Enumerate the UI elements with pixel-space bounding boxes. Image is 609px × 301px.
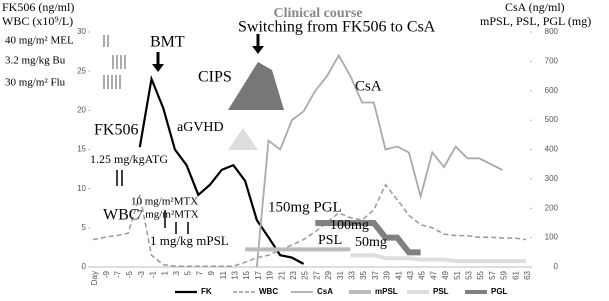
x-tick-label: 41: [394, 270, 403, 279]
legend-label: PGL: [491, 287, 508, 296]
annotation: aGVHD: [177, 120, 224, 135]
small-arrows: [116, 170, 189, 234]
legend-label: PSL: [433, 287, 449, 296]
annotation: 10 mg/m²MTX: [131, 196, 198, 208]
legend-label: mPSL: [375, 287, 398, 296]
y-tick-label: 5: [82, 223, 87, 232]
y2-label: mPSL, PSL, PGL (mg): [480, 14, 591, 28]
annotation: PSL: [318, 233, 342, 248]
cips-shape: [228, 62, 284, 110]
annotation: 1 mg/kg mPSL: [150, 233, 229, 248]
x-tick-label: -3: [137, 270, 146, 278]
annotation: Switching from FK506 to CsA: [238, 19, 436, 36]
annotation: FK506: [94, 122, 138, 139]
y2-tick-label: 700: [545, 56, 559, 65]
x-tick-label: 1: [160, 270, 169, 275]
annotation: 3.2 mg/kg Bu: [5, 55, 66, 67]
x-tick-label: 49: [441, 270, 450, 279]
annotation: BMT: [150, 34, 185, 51]
x-tick-label: -1: [149, 270, 158, 278]
annotation: WBC: [103, 207, 139, 224]
x-tick-label: 17: [254, 270, 263, 279]
x-tick-label: 59: [500, 270, 509, 279]
y2-tick-label: 600: [545, 86, 559, 95]
x-tick-label: 63: [523, 270, 532, 279]
y-tick-label: 30: [77, 27, 86, 36]
x-tick-label: 9: [207, 270, 216, 275]
series-line: [315, 219, 421, 256]
x-tick-label: 25: [301, 270, 310, 279]
y-label: WBC (x10⁹/L): [2, 14, 73, 28]
x-tick-label: 55: [476, 270, 485, 279]
chart-title: Clinical course: [273, 6, 362, 21]
x-tick-label: 39: [383, 270, 392, 279]
agvhd-shape: [228, 128, 258, 150]
x-tick-label: 7: [195, 270, 204, 275]
x-tick-label: Day: [90, 271, 99, 285]
y2-tick-label: 800: [545, 27, 559, 36]
x-tick-label: 47: [429, 270, 438, 279]
annotation: 7 mg/m²MTX: [137, 209, 199, 221]
y-tick-label: 15: [77, 145, 86, 154]
series-line: [255, 53, 503, 268]
x-tick-label: 19: [266, 270, 275, 279]
x-tick-label: 35: [359, 270, 368, 279]
x-tick-label: 51: [453, 270, 462, 279]
x-tick-label: 43: [406, 270, 415, 279]
x-tick-label: 21: [277, 270, 286, 279]
x-tick-label: 31: [336, 270, 345, 279]
x-tick-label: 37: [371, 270, 380, 279]
y2-tick-label: 500: [545, 115, 559, 124]
y2-label: CsA (ng/ml): [505, 0, 565, 14]
event-arrows: [156, 34, 260, 66]
y-label: FK506 (ng/ml): [2, 0, 74, 14]
y-tick-label: 10: [77, 184, 86, 193]
y2-tick-label: 100: [545, 233, 559, 242]
arrow-heads: [152, 46, 264, 72]
legend-label: CsA: [317, 287, 333, 296]
x-tick-label: -5: [125, 270, 134, 278]
annotation: CsA: [355, 78, 382, 94]
x-tick-label: -7: [114, 270, 123, 278]
conditioning-arrows: [103, 35, 126, 89]
annotation: CIPS: [198, 69, 232, 86]
x-tick-label: 57: [488, 270, 497, 279]
x-tick-label: 11: [219, 270, 228, 279]
legend-label: FK: [201, 287, 212, 296]
x-tick-label: 33: [348, 270, 357, 279]
annotation: 150mg PGL: [268, 199, 342, 215]
x-tick-label: 29: [324, 270, 333, 279]
y-tick-label: 0: [82, 262, 87, 271]
annotation: 50mg: [355, 235, 387, 250]
x-tick-label: 5: [184, 270, 193, 275]
y2-tick-label: 300: [545, 174, 559, 183]
y2-tick-label: 400: [545, 145, 559, 154]
x-tick-label: -9: [102, 270, 111, 278]
x-tick-label: 13: [231, 270, 240, 279]
x-tick-label: 61: [511, 270, 520, 279]
legend-label: WBC: [259, 287, 278, 296]
annotation: 100mg: [330, 218, 369, 233]
series-line: [350, 253, 526, 264]
x-tick-label: 45: [418, 270, 427, 279]
x-tick-label: 15: [242, 270, 251, 279]
series-line: [92, 183, 526, 267]
annotation: 30 mg/m² Flu: [5, 77, 66, 89]
y-tick-label: 20: [77, 105, 86, 114]
y-tick-label: 25: [77, 66, 86, 75]
x-tick-label: 23: [289, 270, 298, 279]
y2-tick-label: 0: [554, 262, 559, 271]
x-tick-label: 3: [172, 270, 181, 275]
annotation: 40 mg/m² MEL: [5, 35, 74, 47]
x-tick-label: 53: [465, 270, 474, 279]
y2-tick-label: 200: [545, 203, 559, 212]
x-tick-label: 27: [312, 270, 321, 279]
annotation: 1.25 mg/kgATG: [90, 152, 168, 166]
